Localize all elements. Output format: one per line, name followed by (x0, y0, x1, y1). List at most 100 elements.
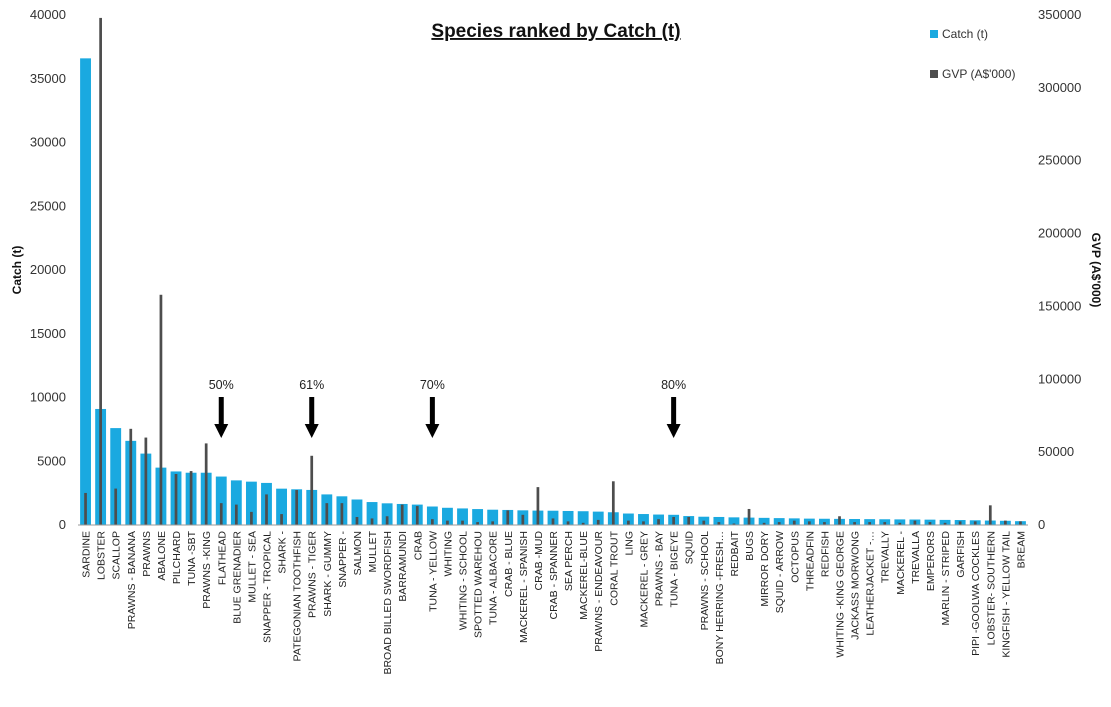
category-label: MACKEREL - GREY (638, 531, 650, 627)
gvp-bar (476, 522, 479, 525)
gvp-bar (491, 521, 495, 525)
category-label: JACKASS MORWONG (850, 531, 862, 640)
annotations: 50% 61% 70% 80% (209, 378, 686, 438)
gvp-bar (566, 521, 570, 525)
gvp-bar (898, 522, 902, 525)
gvp-bar (355, 516, 359, 525)
gvp-bar (295, 490, 299, 525)
annotation-arrow: 70% (420, 378, 445, 438)
category-label: TUNA - ALBACORE (488, 531, 500, 625)
gvp-bar (129, 428, 133, 525)
category-label: PIPI -GOOLWA COCKLES (970, 531, 982, 656)
annotation-arrow-head (304, 424, 319, 438)
gvp-bar (581, 522, 585, 525)
category-label: SHARK - (277, 531, 289, 574)
left-tick-label: 30000 (30, 135, 66, 150)
right-tick-label: 250000 (1038, 153, 1081, 168)
category-label: CRAB - SPANNER (548, 531, 560, 620)
gvp-bar (250, 511, 253, 525)
gvp-bar (687, 516, 691, 525)
catch-bars (80, 58, 1026, 525)
category-label: SPOTTED WAREHOU (473, 531, 485, 638)
gvp-bar (868, 522, 872, 525)
category-label: PRAWNS - TIGER (307, 531, 319, 618)
gvp-bar (370, 518, 374, 525)
annotation-arrow: 50% (209, 378, 234, 438)
gvp-bar (506, 510, 510, 525)
category-label: SQUID - ARROW (774, 531, 786, 613)
chart-title: Species ranked by Catch (t) (431, 21, 680, 42)
left-tick-label: 35000 (30, 71, 66, 86)
gvp-bar (144, 437, 148, 525)
catch-bar (215, 476, 227, 525)
right-tick-label: 350000 (1038, 7, 1081, 22)
gvp-bar (747, 508, 751, 525)
catch-bar (562, 510, 574, 525)
category-label: FLATHEAD (216, 531, 228, 585)
category-label: SHARK - GUMMY (322, 531, 334, 617)
gvp-bar (762, 522, 766, 525)
gvp-bar (280, 514, 283, 525)
right-tick-label: 300000 (1038, 80, 1081, 95)
catch-bar (864, 519, 876, 525)
catch-bar (381, 503, 393, 525)
category-label: GARFISH (955, 531, 967, 578)
category-label: SARDINE (81, 531, 93, 578)
category-label: BUGS (744, 531, 756, 561)
catch-bar (713, 516, 725, 525)
catch-bar (849, 519, 861, 525)
gvp-bar (717, 522, 721, 525)
category-label: PRAWNS - SCHOOL (699, 531, 711, 631)
right-tick-label: 150000 (1038, 298, 1081, 313)
catch-bar (351, 499, 363, 525)
category-label: MACKEREL - SPANISH (518, 531, 530, 643)
gvp-bar (657, 519, 660, 525)
catch-bar (592, 511, 604, 525)
catch-bar (638, 514, 649, 525)
category-label: SEA PERCH (563, 531, 575, 591)
category-label: TREVALLA (910, 531, 922, 584)
catch-bar (366, 502, 378, 525)
category-label: LING (623, 531, 635, 556)
gvp-bar (340, 503, 344, 525)
right-tick-label: 200000 (1038, 226, 1081, 241)
category-label: ABALONE (156, 531, 168, 581)
gvp-bar (99, 17, 102, 526)
legend-label-gvp: GVP (A$'000) (942, 67, 1015, 81)
category-label: LEATHERJACKET -… (865, 531, 877, 636)
category-label: OCTOPUS (789, 531, 801, 583)
category-label: MULLET (367, 530, 379, 572)
gvp-bar (913, 520, 917, 525)
gvp-bar (310, 455, 314, 525)
left-tick-label: 20000 (30, 262, 66, 277)
category-label: PILCHARD (171, 531, 183, 585)
gvp-bar (838, 516, 841, 525)
category-label: BARRAMUNDI (397, 531, 409, 602)
category-label: EMPERORS (925, 531, 937, 591)
gvp-bar (84, 492, 87, 525)
gvp-bar (1019, 521, 1022, 525)
gvp-bar (928, 522, 932, 525)
gvp-bar (883, 522, 887, 525)
category-label: TUNA - BIGEYE (669, 531, 681, 607)
catch-bar (80, 58, 91, 525)
left-tick-label: 15000 (30, 326, 66, 341)
catch-bar (577, 511, 589, 525)
gvp-bar (325, 503, 329, 525)
category-label: CORAL TROUT (608, 530, 620, 605)
catch-bar (457, 508, 468, 525)
gvp-bar (521, 514, 525, 525)
gvp-bar (461, 520, 464, 525)
catch-bar (773, 518, 785, 525)
right-axis-ticks: 0 50000 100000 150000 200000 250000 300000 3500… (1038, 7, 1081, 532)
category-label: SQUID (684, 531, 696, 565)
category-label: TUNA -SBT (186, 530, 198, 585)
catch-bar (728, 517, 740, 525)
right-tick-label: 50000 (1038, 444, 1074, 459)
annotation-label: 70% (420, 378, 445, 392)
gvp-bar (958, 521, 962, 525)
annotation-arrow-head (214, 424, 229, 438)
left-tick-label: 40000 (30, 7, 66, 22)
gvp-bar (596, 519, 600, 525)
